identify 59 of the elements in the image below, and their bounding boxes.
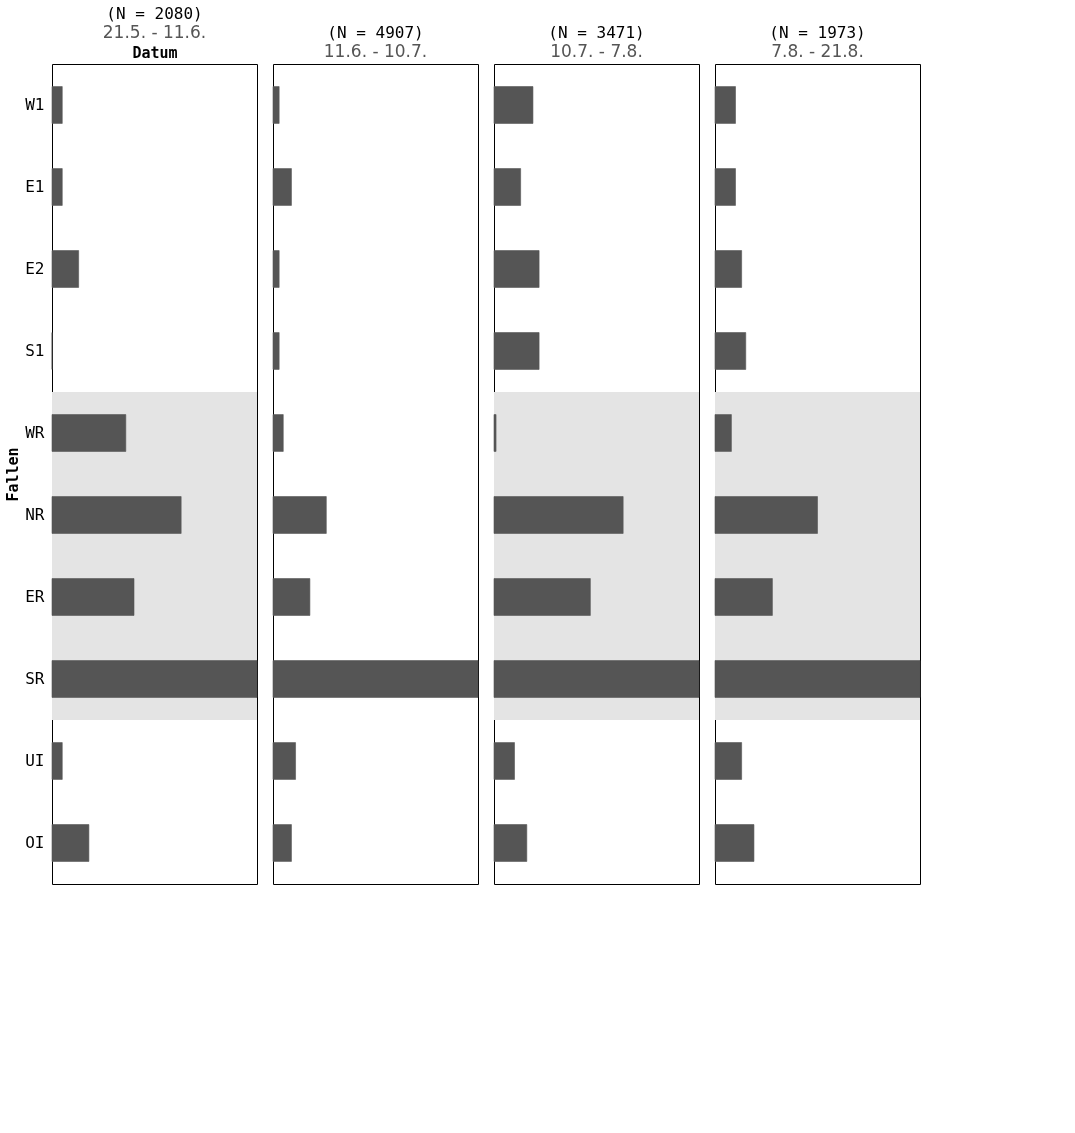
y-tick-label: W1 (25, 95, 45, 114)
bar (714, 86, 736, 124)
y-tick-label: SR (25, 669, 45, 688)
bar (714, 496, 818, 534)
bar (493, 168, 521, 206)
bar (272, 660, 479, 698)
y-tick-label: E2 (25, 259, 45, 278)
bar (714, 742, 742, 780)
bar (51, 824, 90, 862)
bar (493, 250, 540, 288)
chart-title: (N = 3471) (548, 23, 645, 42)
bar (272, 250, 280, 288)
bar (272, 86, 280, 124)
bar (272, 824, 292, 862)
bar (493, 742, 515, 780)
y-tick-label: S1 (25, 341, 45, 360)
bar (51, 496, 182, 534)
chart-title: (N = 2080) (106, 4, 203, 23)
bar (272, 332, 280, 370)
bar (493, 86, 534, 124)
bar (714, 660, 921, 698)
bar (714, 578, 773, 616)
chart-subtitle: 11.6. - 10.7. (323, 41, 428, 61)
bar (51, 250, 79, 288)
bar (272, 414, 284, 452)
y-tick-label: WR (25, 423, 45, 442)
bar (493, 414, 497, 452)
bar (493, 824, 528, 862)
bar (272, 578, 311, 616)
y-tick-label: E1 (25, 177, 45, 196)
bar (51, 660, 258, 698)
bar (714, 824, 755, 862)
y-tick-label: OI (25, 833, 45, 852)
bar (493, 496, 624, 534)
y-axis-title: Fallen (4, 447, 23, 502)
bar (272, 496, 327, 534)
bar (272, 168, 292, 206)
bar (714, 332, 747, 370)
chart-title: (N = 1973) (769, 23, 866, 42)
bar (272, 742, 296, 780)
bar (493, 660, 700, 698)
bar (51, 86, 63, 124)
x-axis-title: Datum (132, 43, 178, 62)
bar (51, 742, 63, 780)
y-tick-label: NR (25, 505, 45, 524)
chart-subtitle: 10.7. - 7.8. (550, 41, 643, 61)
chart-title: (N = 4907) (327, 23, 424, 42)
bar (493, 578, 591, 616)
y-tick-label: UI (25, 751, 45, 770)
bar (714, 414, 732, 452)
chart-subtitle: 21.5. - 11.6. (102, 22, 207, 42)
bar (51, 168, 63, 206)
bar (51, 578, 135, 616)
bar (714, 168, 736, 206)
bar (714, 250, 742, 288)
bar (51, 414, 127, 452)
bar (493, 332, 540, 370)
y-tick-label: ER (25, 587, 45, 606)
chart-subtitle: 7.8. - 21.8. (771, 41, 864, 61)
